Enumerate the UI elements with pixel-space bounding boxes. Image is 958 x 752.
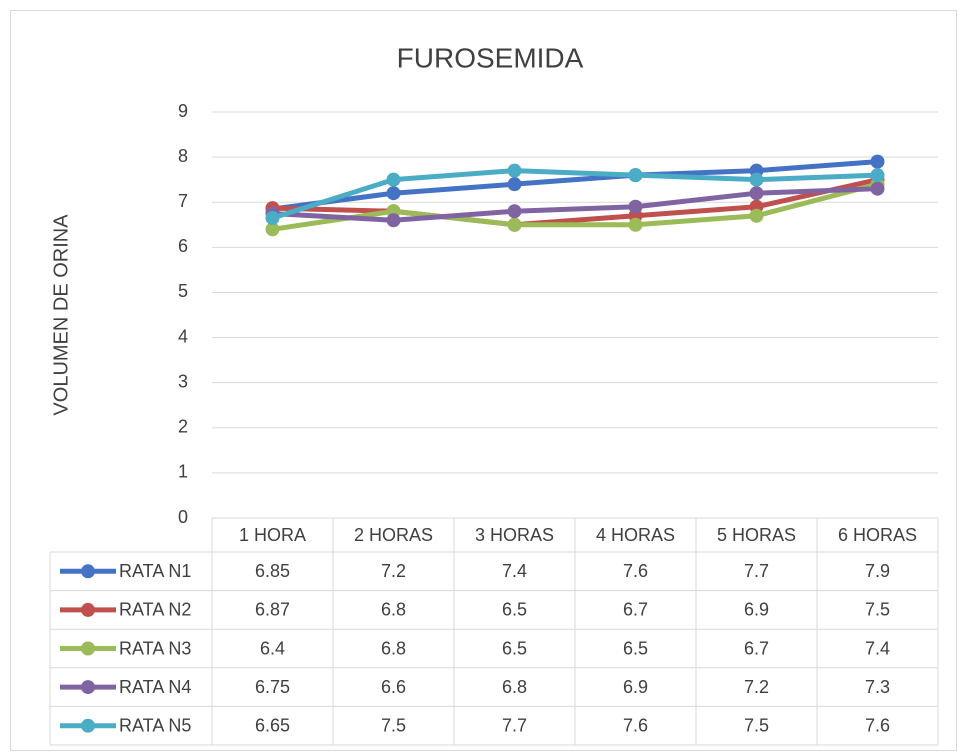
table-value: 6.9 <box>744 600 769 620</box>
y-tick-label: 7 <box>178 191 188 211</box>
marker <box>386 213 401 228</box>
marker <box>628 217 643 232</box>
table-value: 6.75 <box>255 677 290 697</box>
y-tick-label: 4 <box>178 326 188 346</box>
series-line <box>272 186 878 223</box>
table-value: 6.8 <box>381 600 406 620</box>
y-tick-label: 2 <box>178 417 188 437</box>
series-line <box>272 181 879 232</box>
legend-label: RATA N5 <box>119 715 191 735</box>
marker <box>870 154 885 169</box>
table-value: 7.2 <box>381 561 406 581</box>
legend-label: RATA N2 <box>119 600 191 620</box>
marker <box>265 211 280 226</box>
legend-marker <box>81 718 95 733</box>
y-tick-label: 1 <box>178 462 188 482</box>
y-tick-label: 6 <box>178 236 188 256</box>
table-value: 7.5 <box>744 715 769 735</box>
marker <box>749 208 764 223</box>
legend-label: RATA N1 <box>119 561 191 581</box>
table-value: 7.6 <box>623 561 648 581</box>
table-value: 7.7 <box>744 561 769 581</box>
series-line <box>271 168 878 221</box>
table-value: 7.4 <box>865 638 890 658</box>
y-tick-label: 9 <box>178 101 188 121</box>
series-line <box>272 159 878 212</box>
marker <box>386 172 401 187</box>
table-value: 6.8 <box>381 638 406 658</box>
table-value: 7.6 <box>623 715 648 735</box>
marker <box>386 186 401 201</box>
marker <box>870 168 885 183</box>
y-tick-label: 8 <box>178 146 188 166</box>
table-value: 7.6 <box>865 715 890 735</box>
legend-marker <box>81 564 95 579</box>
marker <box>507 204 522 219</box>
table-value: 6.5 <box>502 638 527 658</box>
table-value: 6.5 <box>502 600 527 620</box>
table-value: 6.6 <box>381 677 406 697</box>
table-value: 6.8 <box>502 677 527 697</box>
legend-label: RATA N3 <box>119 638 191 658</box>
table-value: 6.7 <box>744 638 769 658</box>
series-line <box>272 177 879 228</box>
legend-marker <box>81 641 95 656</box>
marker <box>749 186 764 201</box>
x-tick-label: 3 HORAS <box>475 525 554 545</box>
legend-marker <box>81 602 95 617</box>
table-value: 7.3 <box>865 677 890 697</box>
marker <box>507 177 522 192</box>
table-value: 7.5 <box>381 715 406 735</box>
y-tick-label: 0 <box>178 507 188 527</box>
table-value: 7.9 <box>865 561 890 581</box>
marker <box>749 172 764 187</box>
marker <box>628 168 643 183</box>
marker <box>265 222 280 237</box>
marker <box>507 163 522 178</box>
table-value: 7.5 <box>865 600 890 620</box>
table-value: 6.5 <box>623 638 648 658</box>
x-tick-label: 2 HORAS <box>354 525 433 545</box>
legend-label: RATA N4 <box>119 677 191 697</box>
table-value: 7.4 <box>502 561 527 581</box>
marker <box>507 217 522 232</box>
x-tick-label: 4 HORAS <box>596 525 675 545</box>
y-axis-label: VOLUMEN DE ORINA <box>50 214 72 416</box>
x-tick-label: 1 HORA <box>239 525 306 545</box>
x-tick-label: 6 HORAS <box>838 525 917 545</box>
chart-frame <box>10 10 957 751</box>
chart-title: FUROSEMIDA <box>397 42 584 73</box>
table-value: 6.85 <box>255 561 290 581</box>
marker <box>870 181 885 196</box>
table-value: 7.7 <box>502 715 527 735</box>
legend-marker <box>81 680 95 695</box>
table-value: 6.65 <box>255 715 290 735</box>
marker <box>628 199 643 214</box>
table-value: 6.7 <box>623 600 648 620</box>
y-tick-label: 5 <box>178 281 188 301</box>
y-tick-label: 3 <box>178 371 188 391</box>
table-value: 7.2 <box>744 677 769 697</box>
table-value: 6.9 <box>623 677 648 697</box>
table-value: 6.87 <box>255 600 290 620</box>
x-tick-label: 5 HORAS <box>717 525 796 545</box>
table-value: 6.4 <box>260 638 285 658</box>
